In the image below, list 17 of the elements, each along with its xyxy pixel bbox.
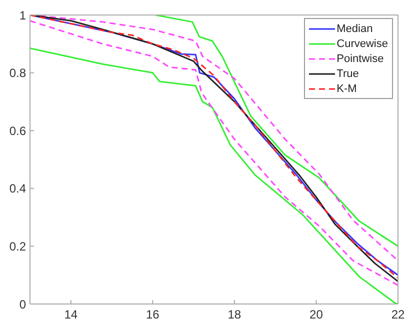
y-tick-label: 0.2 — [9, 239, 26, 254]
legend-label: K-M — [336, 82, 357, 94]
x-tick-label: 18 — [228, 308, 242, 322]
y-tick-label: 0 — [19, 297, 26, 312]
line-series — [154, 15, 398, 247]
y-tick-label: 0.8 — [9, 66, 26, 80]
y-tick-label: 0.4 — [9, 182, 26, 196]
legend-label: Pointwise — [336, 52, 384, 64]
legend-label: Median — [336, 22, 373, 34]
y-tick-label: 0.6 — [9, 124, 26, 138]
y-tick-label: 1 — [19, 8, 26, 22]
x-tick-label: 16 — [146, 308, 160, 322]
x-tick-label: 20 — [310, 308, 324, 322]
legend-label: Curvewise — [336, 38, 388, 50]
x-tick-label: 14 — [64, 308, 78, 322]
x-tick-label: 22 — [391, 308, 405, 322]
legend-label: True — [336, 68, 359, 80]
